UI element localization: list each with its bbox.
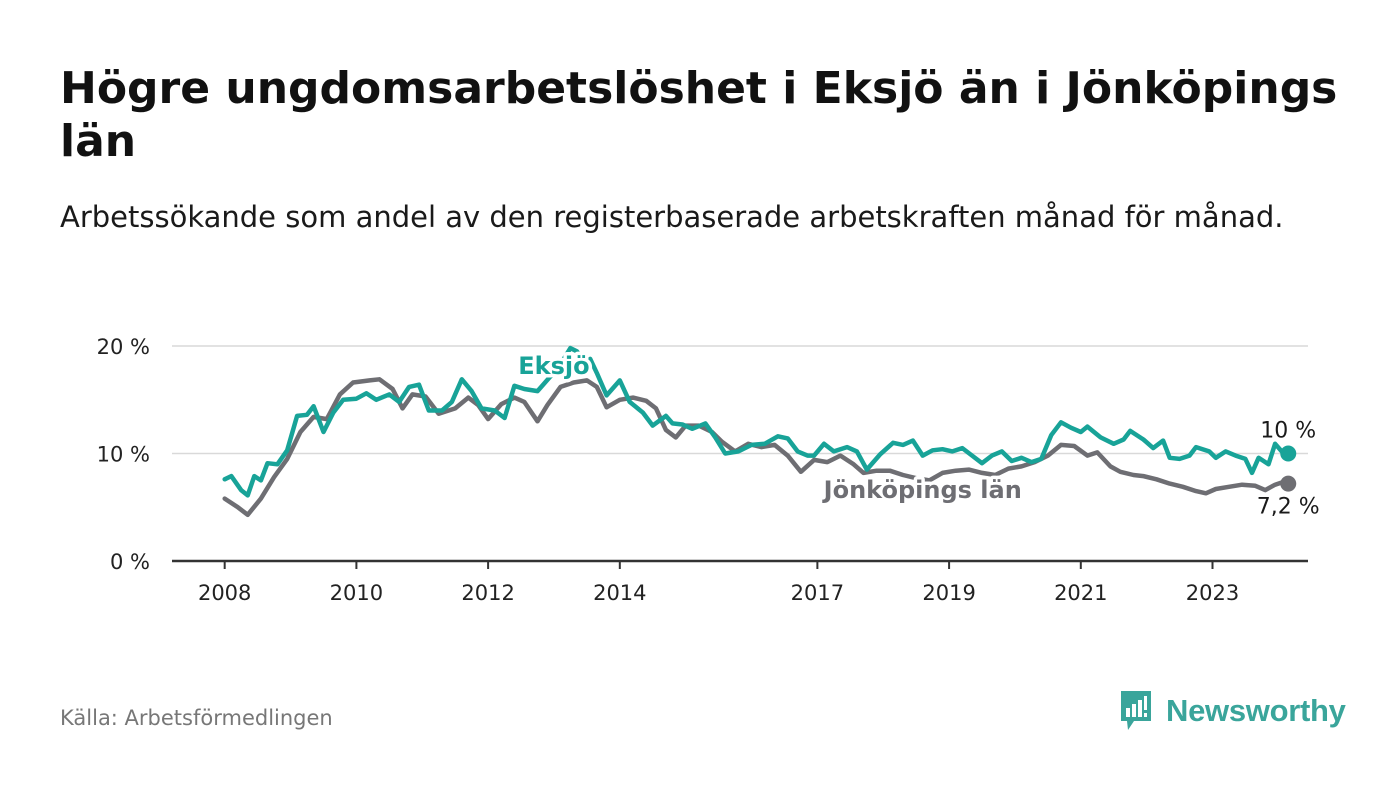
end-value-eksjo-halo: 10 % [1260,419,1316,444]
end-value-jonkopings-lan: 7,2 % [1257,495,1320,520]
series-label-eksjo: Eksjö [518,352,589,380]
end-value-eksjo: 10 % [1260,419,1316,444]
series-layer [222,345,1297,518]
series-endpoint-eksjo [1280,445,1297,462]
x-tick-label: 2019 [922,581,975,605]
end-value-jonkopings-lan-halo: 7,2 % [1257,495,1320,520]
x-tick-label: 2014 [593,581,646,605]
x-tick-label: 2008 [198,581,251,605]
chart-title: Högre ungdomsarbetslöshet i Eksjö än i J… [60,63,1338,167]
source-note: Källa: Arbetsförmedlingen [60,706,333,730]
brand-name: Newsworthy [1166,693,1346,728]
series-label-jonkopings-lan: Jönköpings län [822,476,1022,504]
x-axis: 2008 2010 2012 2014 2017 2019 2021 2023 [172,559,1308,605]
series-label-jonkopings-lan-halo: Jönköpings län [822,476,1022,504]
y-axis-labels: 0 % 10 % 20 % [97,335,150,574]
x-tick-label: 2010 [330,581,383,605]
chart-subtitle: Arbetssökande som andel av den registerb… [60,200,1284,234]
series-label-eksjo-halo: Eksjö [518,352,589,380]
x-tick-label: 2021 [1054,581,1107,605]
x-tick-label: 2017 [791,581,844,605]
newsworthy-bars-icon [1121,691,1151,730]
y-tick-label: 10 % [97,443,150,467]
line-chart: 0 % 10 % 20 % 2008 2010 2012 2014 2017 2019 2021… [97,335,1324,605]
y-tick-label: 0 % [110,550,150,574]
grid-layer [172,345,1308,455]
x-tick-label: 2012 [461,581,514,605]
series-line-jonkopings-lan [222,377,1291,518]
y-tick-label: 20 % [97,335,150,359]
series-line-eksjo [222,345,1291,498]
x-tick-label: 2023 [1186,581,1239,605]
series-endpoint-jonkopings-lan [1280,475,1297,492]
brand-logo[interactable]: Newsworthy [1118,688,1346,734]
